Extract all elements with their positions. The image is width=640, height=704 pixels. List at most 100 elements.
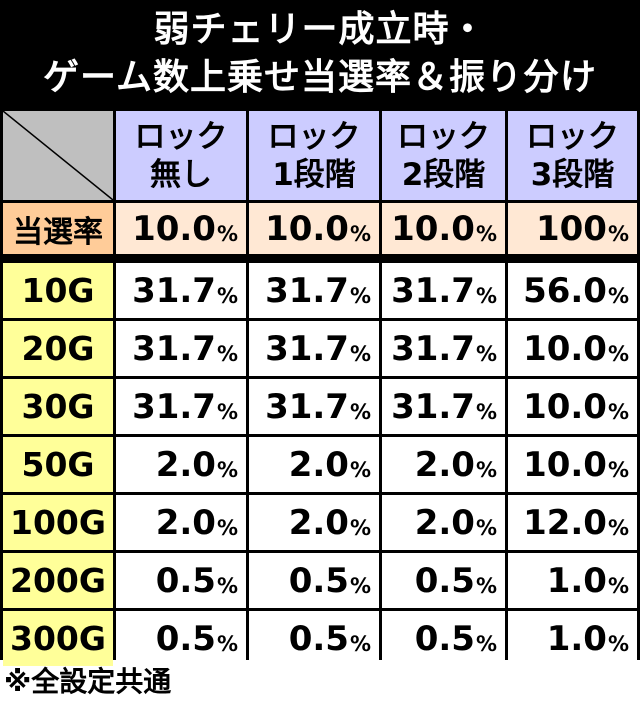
column-header-lock-3: ロック 3段階 xyxy=(508,111,637,200)
cell-number: 31.7 xyxy=(391,270,475,311)
footnote: ※全設定共通 xyxy=(4,665,172,698)
table-cell: 10.0% xyxy=(508,379,637,434)
table-cell: 31.7% xyxy=(382,321,505,376)
percent-unit: % xyxy=(216,221,238,246)
row-label: 30G xyxy=(3,379,113,434)
percent-unit: % xyxy=(216,457,238,482)
percent-unit: % xyxy=(216,631,238,656)
table-cell: 31.7% xyxy=(382,379,505,434)
cell-number: 0.5 xyxy=(288,618,349,659)
percent-unit: % xyxy=(216,283,238,308)
cell-number: 31.7 xyxy=(391,328,475,369)
column-header-line1: ロック xyxy=(134,118,228,155)
cell-number: 2.0 xyxy=(155,444,216,485)
percent-unit: % xyxy=(216,341,238,366)
diagonal-line xyxy=(3,111,113,200)
cell-number: 31.7 xyxy=(265,270,349,311)
percent-unit: % xyxy=(216,399,238,424)
column-header-line2: 2段階 xyxy=(401,156,486,193)
table-cell: 2.0% xyxy=(116,495,246,550)
cell-number: 0.5 xyxy=(288,560,349,601)
percent-unit: % xyxy=(349,457,371,482)
table-cell: 31.7% xyxy=(116,379,246,434)
cell-number: 12.0 xyxy=(523,502,607,543)
column-header-line1: ロック xyxy=(267,118,361,155)
title-line-2: ゲーム数上乗せ当選率＆振り分け xyxy=(43,57,597,98)
table-cell: 2.0% xyxy=(116,437,246,492)
row-label: 10G xyxy=(3,263,113,318)
table-cell: 10.0% xyxy=(508,437,637,492)
cell-number: 10.0 xyxy=(523,386,607,427)
title-line-1: 弱チェリー成立時・ xyxy=(153,9,487,50)
table-cell: 1.0% xyxy=(508,553,637,608)
table-cell: 2.0% xyxy=(382,437,505,492)
percent-unit: % xyxy=(475,573,497,598)
table-cell: 2.0% xyxy=(249,437,379,492)
percent-unit: % xyxy=(349,341,371,366)
percent-unit: % xyxy=(349,283,371,308)
cell-number: 2.0 xyxy=(414,444,475,485)
percent-unit: % xyxy=(216,515,238,540)
row-label: 300G xyxy=(3,611,113,666)
title-banner: 弱チェリー成立時・ ゲーム数上乗せ当選率＆振り分け xyxy=(0,0,640,108)
table-cell: 31.7% xyxy=(249,379,379,434)
column-header-line2: 1段階 xyxy=(272,156,356,193)
percent-unit: % xyxy=(475,283,497,308)
table-cell: 0.5% xyxy=(382,611,505,666)
percent-unit: % xyxy=(475,631,497,656)
cell-number: 0.5 xyxy=(414,618,475,659)
cell-number: 2.0 xyxy=(155,502,216,543)
cell-number: 0.5 xyxy=(155,560,216,601)
cell-number: 10.0 xyxy=(523,328,607,369)
percent-unit: % xyxy=(607,631,629,656)
column-header-line1: ロック xyxy=(397,118,490,155)
percent-unit: % xyxy=(349,573,371,598)
percent-unit: % xyxy=(607,573,629,598)
column-header-line2: 無し xyxy=(150,156,212,193)
table-corner-cell xyxy=(3,111,113,200)
column-header-line1: ロック xyxy=(526,118,619,155)
cell-number: 31.7 xyxy=(391,386,475,427)
column-header-lock-2: ロック 2段階 xyxy=(382,111,505,200)
row-label: 200G xyxy=(3,553,113,608)
cell-number: 31.7 xyxy=(265,328,349,369)
cell-number: 1.0 xyxy=(546,618,607,659)
table-cell: 0.5% xyxy=(116,553,246,608)
percent-unit: % xyxy=(475,399,497,424)
cell-number: 10.0 xyxy=(523,444,607,485)
table-cell: 2.0% xyxy=(249,495,379,550)
percent-unit: % xyxy=(349,515,371,540)
rate-value: 10.0% xyxy=(249,203,379,254)
percent-unit: % xyxy=(607,515,629,540)
rate-value: 100% xyxy=(508,203,637,254)
percent-unit: % xyxy=(607,399,629,424)
table-cell: 31.7% xyxy=(116,321,246,376)
rate-value: 10.0% xyxy=(116,203,246,254)
rate-number: 10.0 xyxy=(132,208,216,249)
percent-unit: % xyxy=(607,221,629,246)
column-header-line2: 3段階 xyxy=(530,156,615,193)
cell-number: 0.5 xyxy=(155,618,216,659)
rate-row-label: 当選率 xyxy=(3,203,113,254)
cell-number: 31.7 xyxy=(265,386,349,427)
cell-number: 2.0 xyxy=(414,502,475,543)
row-label: 50G xyxy=(3,437,113,492)
rate-number: 10.0 xyxy=(265,208,349,249)
percent-unit: % xyxy=(607,283,629,308)
probability-table: ロック 無し ロック 1段階 ロック 2段階 ロック 3段階 当選率 10.0%… xyxy=(0,108,640,666)
table-cell: 0.5% xyxy=(249,611,379,666)
rate-value: 10.0% xyxy=(382,203,505,254)
percent-unit: % xyxy=(349,631,371,656)
cell-number: 31.7 xyxy=(132,270,216,311)
table-cell: 10.0% xyxy=(508,321,637,376)
table-cell: 31.7% xyxy=(249,321,379,376)
table-cell: 31.7% xyxy=(249,263,379,318)
table-cell: 0.5% xyxy=(116,611,246,666)
cell-number: 2.0 xyxy=(288,502,349,543)
table-cell: 31.7% xyxy=(116,263,246,318)
percent-unit: % xyxy=(475,221,497,246)
column-header-lock-none: ロック 無し xyxy=(116,111,246,200)
table-cell: 31.7% xyxy=(382,263,505,318)
cell-number: 0.5 xyxy=(414,560,475,601)
column-header-lock-1: ロック 1段階 xyxy=(249,111,379,200)
